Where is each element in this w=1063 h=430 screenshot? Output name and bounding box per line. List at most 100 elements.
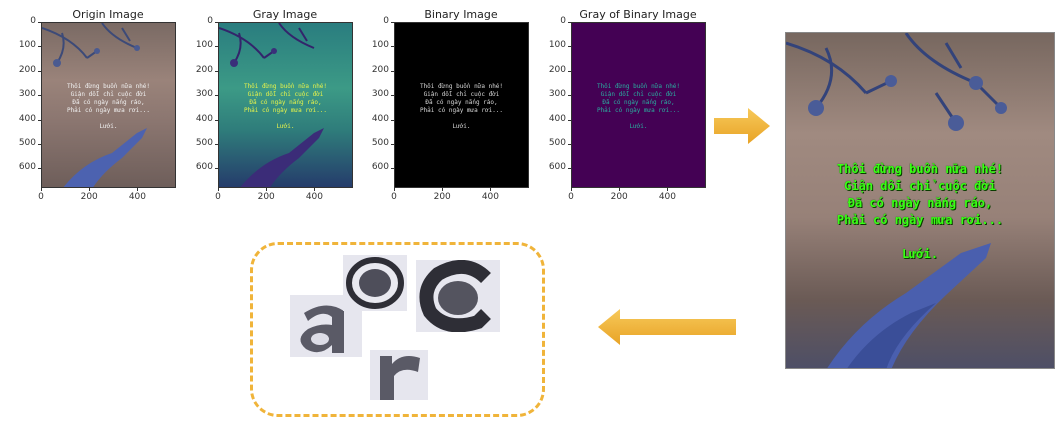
gray-poem: Thôi đừng buồn nữa nhé! Giận dỗi chỉ cuộc… xyxy=(219,67,352,147)
y-tick-mark xyxy=(215,46,218,48)
poem-line: Lưới. xyxy=(901,247,939,261)
y-tick-mark xyxy=(568,144,571,146)
detected-text-image: Thôi đừng buồn nữa nhé! Giận dỗi chỉ cuộc… xyxy=(785,32,1055,369)
y-tick-mark xyxy=(391,119,394,121)
x-tick-label: 400 xyxy=(481,192,500,202)
y-tick-label: 200 xyxy=(371,64,389,75)
gray-binary-image: Thôi đừng buồn nữa nhé! Giận dỗi chỉ cuộc… xyxy=(571,22,706,188)
panel-title-gray: Gray Image xyxy=(252,8,318,21)
y-tick-label: 400 xyxy=(195,113,213,124)
y-tick-mark xyxy=(391,46,394,48)
y-tick-label: 100 xyxy=(371,40,389,51)
binary-poem: Thôi đừng buồn nữa nhé! Giận dỗi chỉ cuộc… xyxy=(395,67,528,147)
poem-line: Giận dỗi chỉ cuộc đời xyxy=(600,91,677,98)
y-tick-mark xyxy=(391,168,394,170)
x-tick-label: 400 xyxy=(305,192,324,202)
y-tick-label: 100 xyxy=(18,40,36,51)
x-tick-mark xyxy=(266,188,268,191)
y-tick-label: 400 xyxy=(548,113,566,124)
poem-line: Thôi đừng buồn nữa nhé! xyxy=(243,83,328,90)
poem-line: Giận dỗi chỉ cuộc đời xyxy=(247,91,324,98)
poem-line: Lưới. xyxy=(629,123,648,130)
poem-line: Thôi đừng buồn nữa nhé! xyxy=(596,83,681,90)
x-tick-label: 200 xyxy=(433,192,451,202)
poem-line: Thôi đừng buồn nữa nhé! xyxy=(419,83,504,90)
y-tick-mark xyxy=(215,119,218,121)
binary-image: Thôi đừng buồn nữa nhé! Giận dỗi chỉ cuộc… xyxy=(394,22,529,188)
y-tick-mark xyxy=(568,46,571,48)
x-tick-mark xyxy=(314,188,316,191)
left-arrow-icon xyxy=(598,309,736,345)
origin-poem: Thôi đừng buồn nữa nhé! Giận dỗi chỉ cuộc… xyxy=(42,67,175,147)
y-tick-label: 400 xyxy=(371,113,389,124)
poem-line: Phải có ngày mưa rơi... xyxy=(836,213,1004,227)
y-tick-label: 500 xyxy=(371,138,389,149)
y-tick-mark xyxy=(38,144,41,146)
y-tick-mark xyxy=(215,144,218,146)
x-tick-label: 0 xyxy=(38,192,44,202)
character-crops-box xyxy=(250,242,545,417)
detected-poem: Thôi đừng buồn nữa nhé! Giận dỗi chỉ cuộc… xyxy=(786,127,1054,297)
y-tick-label: 300 xyxy=(371,89,389,100)
y-tick-label: 0 xyxy=(30,16,36,26)
y-tick-mark xyxy=(391,70,394,72)
y-tick-mark xyxy=(215,168,218,170)
char-crop-o xyxy=(343,255,407,311)
x-tick-label: 400 xyxy=(658,192,677,202)
poem-line: Phải có ngày mưa rơi... xyxy=(243,107,328,114)
branch-silhouette xyxy=(42,23,147,187)
y-tick-mark xyxy=(215,22,218,23)
y-tick-mark xyxy=(38,95,41,97)
x-tick-mark xyxy=(490,188,492,191)
y-tick-mark xyxy=(38,70,41,72)
x-tick-label: 0 xyxy=(215,192,221,202)
y-tick-label: 0 xyxy=(383,16,389,26)
y-tick-mark xyxy=(568,22,571,23)
panel-title-binary: Binary Image xyxy=(424,8,498,21)
y-tick-mark xyxy=(391,22,394,23)
poem-line: Phải có ngày mưa rơi... xyxy=(419,107,504,114)
poem-line xyxy=(42,115,175,123)
x-tick-mark xyxy=(667,188,669,191)
y-tick-label: 500 xyxy=(195,138,213,149)
y-tick-mark xyxy=(38,22,41,23)
y-tick-label: 300 xyxy=(548,89,566,100)
poem-line: Đã có ngày nắng ráo, xyxy=(425,99,498,106)
y-tick-mark xyxy=(568,95,571,97)
poem-line: Phải có ngày mưa rơi... xyxy=(66,107,151,114)
poem-line xyxy=(572,115,705,123)
x-tick-mark xyxy=(442,188,444,191)
poem-line xyxy=(219,115,352,123)
y-tick-label: 400 xyxy=(18,113,36,124)
poem-line: Lưới. xyxy=(276,123,295,130)
y-tick-label: 200 xyxy=(18,64,36,75)
y-tick-label: 0 xyxy=(207,16,213,26)
poem-line: Lưới. xyxy=(99,123,118,130)
x-tick-mark xyxy=(41,188,42,191)
y-tick-mark xyxy=(215,70,218,72)
x-tick-mark xyxy=(571,188,572,191)
x-tick-label: 400 xyxy=(128,192,147,202)
poem-line xyxy=(395,115,528,123)
poem-line: Giận dỗi chỉ cuộc đời xyxy=(423,91,500,98)
origin-image: Thôi đừng buồn nữa nhé! Giận dỗi chỉ cuộc… xyxy=(41,22,176,188)
x-tick-label: 0 xyxy=(391,192,397,202)
y-tick-mark xyxy=(38,119,41,121)
y-tick-label: 500 xyxy=(18,138,36,149)
gray-image: Thôi đừng buồn nữa nhé! Giận dỗi chỉ cuộc… xyxy=(218,22,353,188)
x-tick-mark xyxy=(89,188,91,191)
char-crop-c xyxy=(416,260,500,332)
panel-title-origin: Origin Image xyxy=(72,8,144,21)
y-tick-label: 200 xyxy=(195,64,213,75)
y-tick-mark xyxy=(568,70,571,72)
panel-title-gray-binary: Gray of Binary Image xyxy=(579,8,697,21)
gray-binary-poem: Thôi đừng buồn nữa nhé! Giận dỗi chỉ cuộc… xyxy=(572,67,705,147)
y-tick-mark xyxy=(391,144,394,146)
right-arrow-icon xyxy=(714,108,770,144)
poem-line: Đã có ngày nắng ráo, xyxy=(602,99,675,106)
y-tick-label: 200 xyxy=(548,64,566,75)
poem-line: Giận dỗi chỉ cuộc đời xyxy=(70,91,147,98)
x-tick-mark xyxy=(619,188,621,191)
y-tick-label: 300 xyxy=(18,89,36,100)
y-tick-label: 100 xyxy=(195,40,213,51)
